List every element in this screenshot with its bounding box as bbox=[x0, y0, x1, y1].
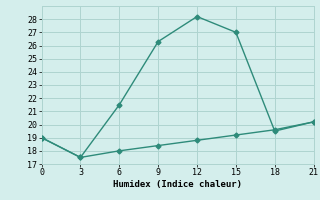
X-axis label: Humidex (Indice chaleur): Humidex (Indice chaleur) bbox=[113, 180, 242, 189]
